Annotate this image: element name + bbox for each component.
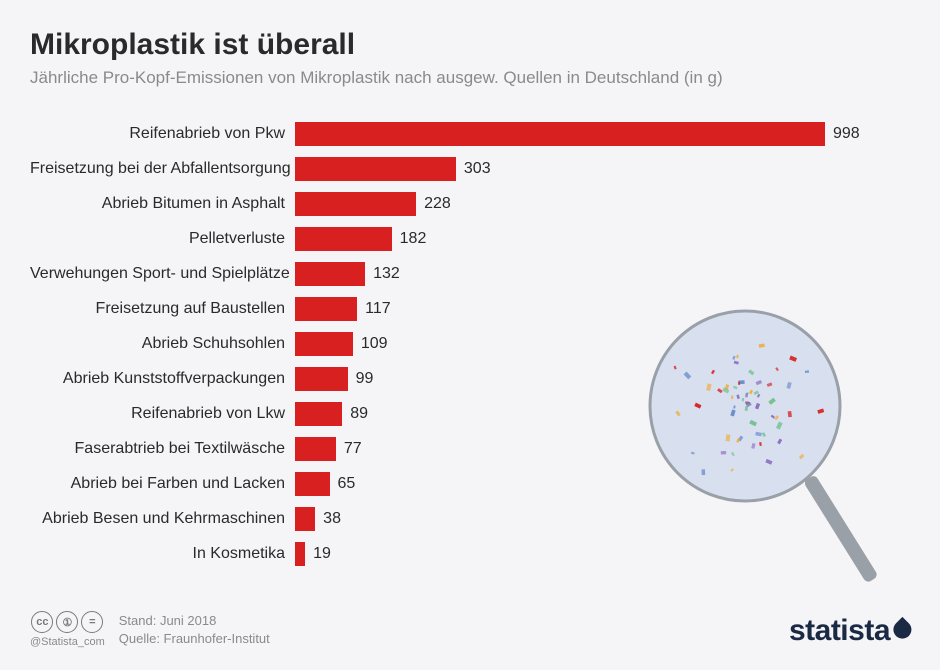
- bar-row: Abrieb Bitumen in Asphalt 228: [30, 186, 910, 221]
- particle: [788, 411, 792, 417]
- stand-label: Stand: Juni 2018: [119, 613, 270, 628]
- bar: [295, 472, 330, 496]
- bar-value: 65: [338, 475, 356, 493]
- bar-row: Freisetzung bei der Abfallentsorgung 303: [30, 151, 910, 186]
- bar: [295, 192, 416, 216]
- magnifier-illustration: [630, 296, 890, 596]
- footer-left: cc ① = @Statista_com Stand: Juni 2018 Qu…: [30, 611, 270, 648]
- bar: [295, 297, 357, 321]
- bar: [295, 157, 456, 181]
- bar: [295, 507, 315, 531]
- bar-value: 228: [424, 195, 451, 213]
- bar-value: 89: [350, 405, 368, 423]
- bar-value: 99: [356, 370, 374, 388]
- bar-wrap: 182: [295, 227, 910, 251]
- particle: [738, 382, 740, 385]
- bar-value: 77: [344, 440, 362, 458]
- bar: [295, 262, 365, 286]
- bar: [295, 437, 336, 461]
- statista-logo: statista: [789, 614, 910, 648]
- particle: [702, 469, 706, 475]
- bar-wrap: 228: [295, 192, 910, 216]
- bar-label: Verwehungen Sport- und Spielplätze: [30, 265, 295, 283]
- chart-title: Mikroplastik ist überall: [30, 28, 910, 62]
- bar-value: 117: [365, 300, 391, 318]
- cc-icons: cc ① =: [31, 611, 103, 633]
- bar: [295, 332, 353, 356]
- particle: [731, 396, 733, 400]
- bar-value: 303: [464, 160, 491, 178]
- license-block: cc ① = @Statista_com: [30, 611, 105, 648]
- chart-area: Reifenabrieb von Pkw 998 Freisetzung bei d…: [30, 116, 910, 571]
- bar-label: Reifenabrieb von Lkw: [30, 405, 295, 423]
- bar-label: Freisetzung auf Baustellen: [30, 300, 295, 318]
- bar-label: Abrieb Besen und Kehrmaschinen: [30, 510, 295, 528]
- bar-wrap: 132: [295, 262, 910, 286]
- logo-dot-icon: [890, 617, 915, 642]
- bar: [295, 367, 348, 391]
- bar: [295, 402, 342, 426]
- bar-label: Abrieb Schuhsohlen: [30, 335, 295, 353]
- particle: [745, 401, 749, 404]
- particle: [721, 451, 726, 454]
- chart-subtitle: Jährliche Pro-Kopf-Emissionen von Mikrop…: [30, 68, 910, 88]
- bar-row: Pelletverluste 182: [30, 221, 910, 256]
- bar-label: Reifenabrieb von Pkw: [30, 125, 295, 143]
- bar-row: Reifenabrieb von Pkw 998: [30, 116, 910, 151]
- quelle-label: Quelle: Fraunhofer-Institut: [119, 631, 270, 646]
- bar-label: Abrieb Bitumen in Asphalt: [30, 195, 295, 213]
- bar-label: Pelletverluste: [30, 230, 295, 248]
- bar-label: In Kosmetika: [30, 545, 295, 563]
- footer: cc ① = @Statista_com Stand: Juni 2018 Qu…: [30, 611, 910, 648]
- bar-value: 998: [833, 125, 860, 143]
- bar-row: Verwehungen Sport- und Spielplätze 132: [30, 256, 910, 291]
- bar: [295, 542, 305, 566]
- bar-wrap: 998: [295, 122, 910, 146]
- by-icon: ①: [56, 611, 78, 633]
- bar-value: 19: [313, 545, 331, 563]
- bar: [295, 122, 825, 146]
- particle: [805, 370, 809, 373]
- bar-label: Abrieb Kunststoffverpackungen: [30, 370, 295, 388]
- twitter-handle: @Statista_com: [30, 636, 105, 648]
- bar-wrap: 303: [295, 157, 910, 181]
- nd-icon: =: [81, 611, 103, 633]
- bar-value: 132: [373, 265, 400, 283]
- bar-value: 38: [323, 510, 341, 528]
- bar-label: Faserabtrieb bei Textilwäsche: [30, 440, 295, 458]
- meta-lines: Stand: Juni 2018 Quelle: Fraunhofer-Inst…: [119, 613, 270, 646]
- bar-label: Abrieb bei Farben und Lacken: [30, 475, 295, 493]
- cc-icon: cc: [31, 611, 53, 633]
- bar: [295, 227, 392, 251]
- logo-text: statista: [789, 614, 890, 648]
- bar-label: Freisetzung bei der Abfallentsorgung: [30, 160, 295, 178]
- bar-value: 182: [400, 230, 427, 248]
- bar-value: 109: [361, 335, 388, 353]
